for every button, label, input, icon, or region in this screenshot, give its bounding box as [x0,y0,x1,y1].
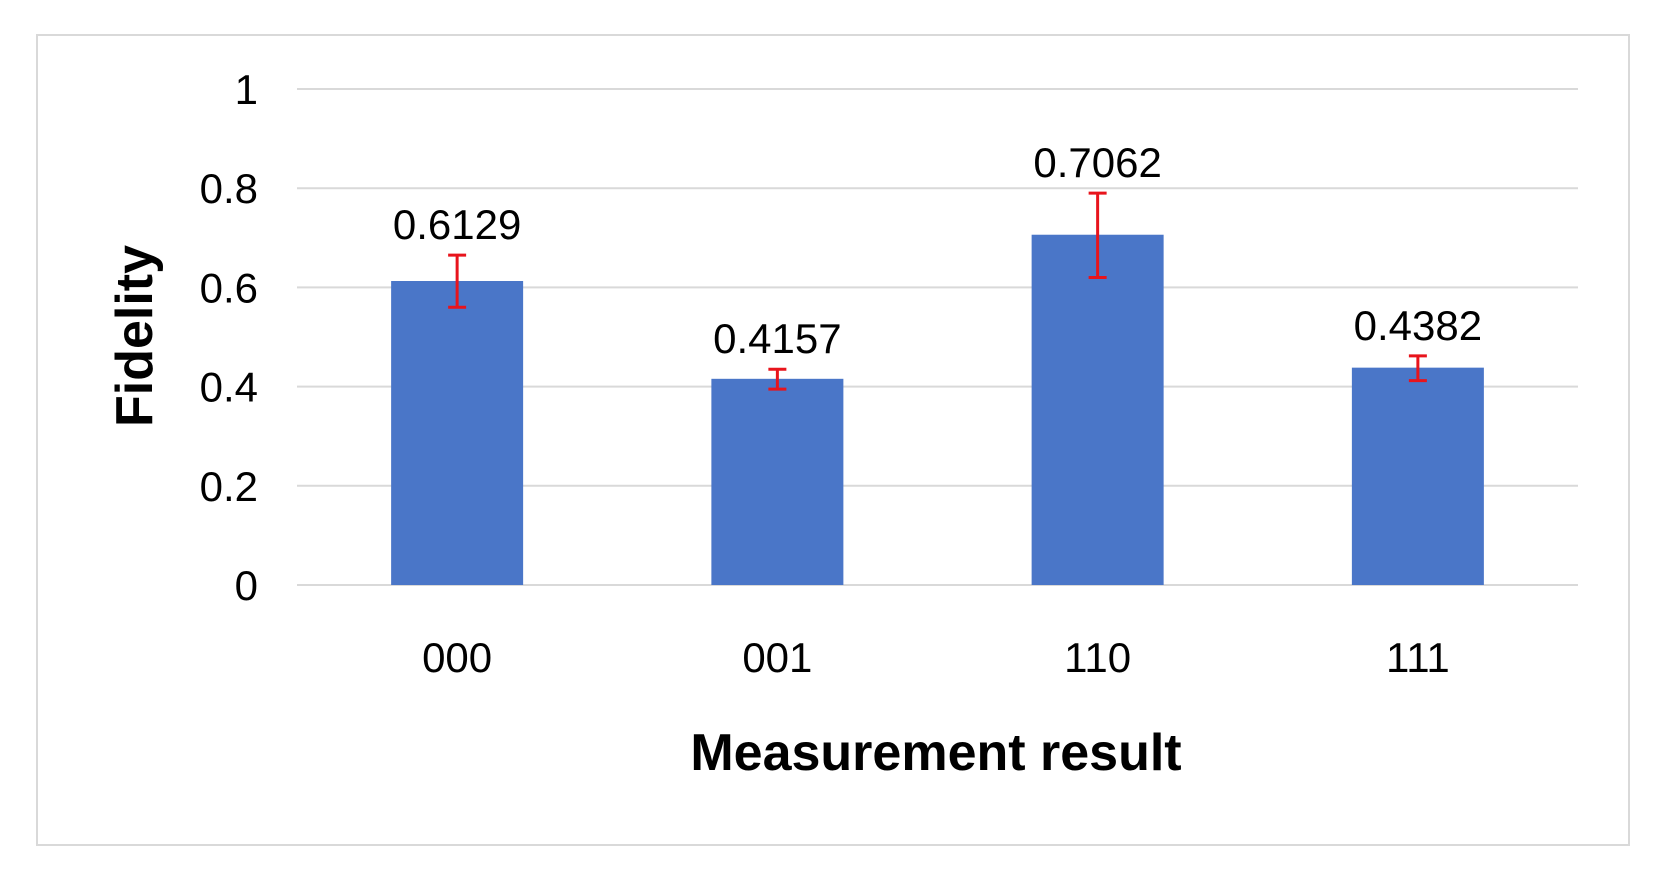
x-tick-label: 111 [1386,634,1450,681]
x-tick-label: 001 [742,634,812,681]
error-bar [448,253,467,309]
error-bars [448,191,1427,391]
x-tick-label: 000 [422,634,492,681]
y-axis-ticks: 0 0.2 0.4 0.6 0.8 1 [200,66,258,609]
error-bar [1088,191,1107,279]
error-bar [1408,354,1427,383]
data-label: 0.4382 [1354,302,1482,349]
y-axis-title: Fidelity [106,245,164,427]
y-tick-label: 1 [235,66,258,113]
y-tick-label: 0.2 [200,463,258,510]
bar [1031,234,1164,585]
y-tick-label: 0.6 [200,264,258,311]
data-labels: 0.6129 0.4157 0.7062 0.4382 [393,139,1482,362]
y-tick-label: 0 [235,562,258,609]
x-axis-title: Measurement result [690,724,1181,782]
y-tick-label: 0.8 [200,165,258,212]
data-label: 0.7062 [1033,139,1161,186]
data-label: 0.6129 [393,201,521,248]
error-bar [768,367,787,391]
y-tick-label: 0.4 [200,364,258,411]
bar [391,281,524,585]
x-axis-ticks: 000 001 110 111 [422,634,1450,681]
x-tick-label: 110 [1064,634,1131,681]
bar [1351,367,1484,585]
bar [711,378,844,585]
data-label: 0.4157 [713,315,841,362]
bars [391,234,1484,585]
